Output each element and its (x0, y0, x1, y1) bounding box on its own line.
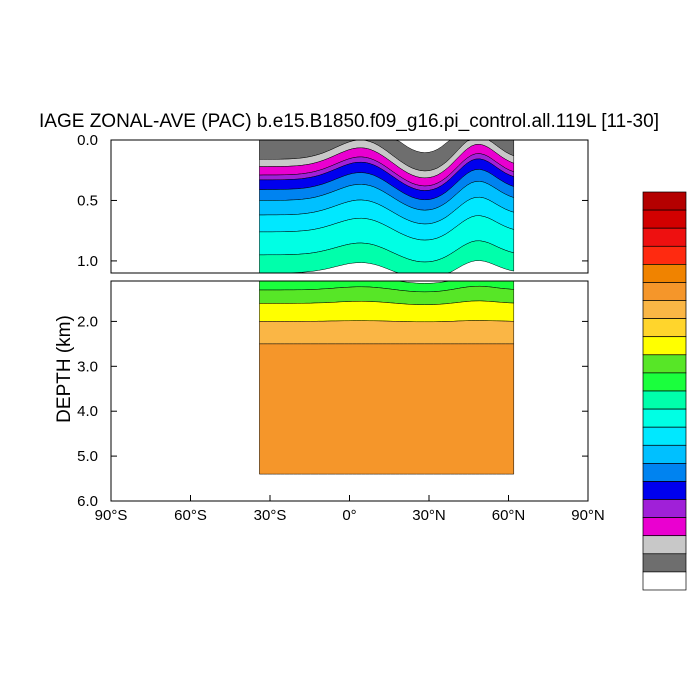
upper-panel-fill (259, 139, 515, 274)
y-tick-label: 2.0 (77, 313, 98, 330)
colorbar-swatch (642, 553, 687, 573)
y-tick-label: 6.0 (77, 493, 98, 510)
y-tick-label: 0.5 (77, 192, 98, 209)
colorbar-swatch (642, 264, 687, 283)
chart-title: IAGE ZONAL-AVE (PAC) b.e15.B1850.f09_g16… (39, 111, 659, 132)
colorbar-swatch (642, 245, 687, 265)
colorbar-swatch (642, 571, 687, 591)
x-tick-label: 30°S (254, 507, 287, 524)
colorbar-swatch (642, 463, 687, 482)
y-axis-ticks: 0.0 0.5 1.0 2.0 3.0 4.0 5.0 6.0 (77, 132, 588, 510)
y-tick-label: 4.0 (77, 403, 98, 420)
colorbar-swatch (642, 336, 687, 356)
colorbar-swatch (642, 426, 687, 446)
lower-panel-fill (259, 280, 515, 475)
colorbar-swatch (642, 191, 687, 211)
colorbar-swatch (642, 444, 687, 464)
y-tick-label: 3.0 (77, 358, 98, 375)
y-tick-label: 0.0 (77, 132, 98, 149)
upper-panel-frame (110, 139, 589, 274)
colorbar-swatch (642, 499, 687, 518)
y-axis-label: DEPTH (km) (54, 315, 75, 423)
colorbar-swatch (642, 481, 687, 500)
colorbar-swatch (642, 372, 687, 392)
colorbar-swatch (642, 535, 687, 555)
x-tick-label: 0° (342, 507, 356, 524)
colorbar-swatch (642, 227, 687, 247)
colorbar-swatch (642, 300, 687, 319)
colorbar-swatch (642, 209, 687, 229)
x-tick-label: 90°S (95, 507, 128, 524)
contour-band (259, 240, 515, 274)
x-tick-label: 90°N (571, 507, 605, 524)
contour-band (259, 320, 515, 345)
colorbar-swatch (642, 354, 687, 374)
y-tick-label: 1.0 (77, 253, 98, 270)
y-tick-label: 5.0 (77, 448, 98, 465)
x-tick-label: 60°N (492, 507, 526, 524)
colorbar-swatch (642, 282, 687, 301)
colorbar-swatch (642, 517, 687, 537)
colorbar-swatch (642, 318, 687, 338)
contour-band (259, 343, 515, 475)
colorbar-swatch (642, 408, 687, 428)
x-tick-label: 60°S (174, 507, 207, 524)
colorbar (642, 191, 687, 591)
contour-band (259, 300, 515, 323)
x-axis-ticks: 90°S 60°S 30°S 0° 30°N 60°N 90°N (95, 495, 605, 524)
plot-area (110, 139, 589, 502)
x-tick-label: 30°N (412, 507, 446, 524)
colorbar-swatch (642, 390, 687, 410)
